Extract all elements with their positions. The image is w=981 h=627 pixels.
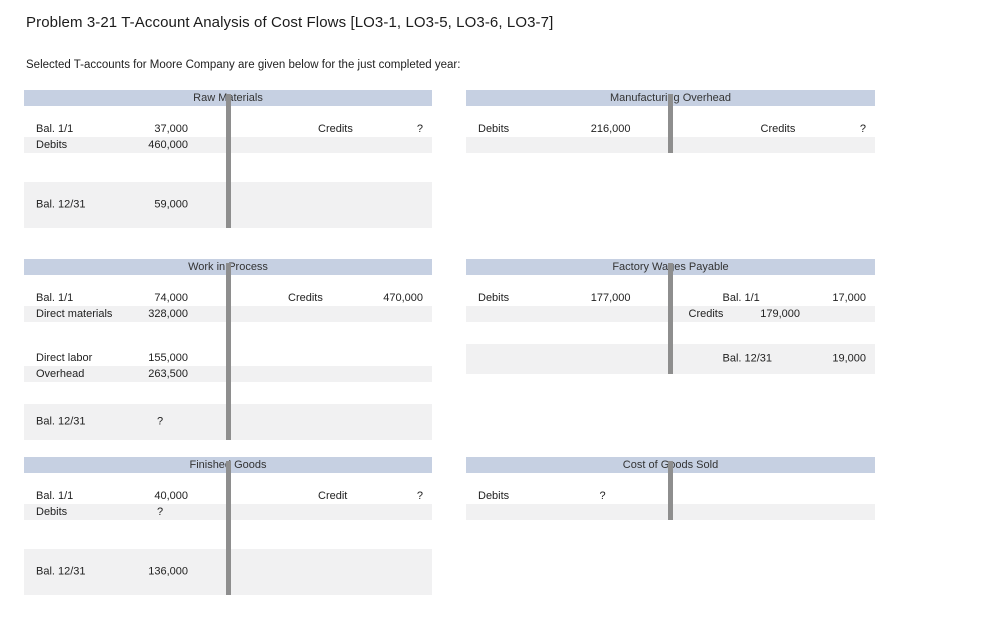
- balance-amount: 136,000: [148, 565, 188, 578]
- entry-amount: ?: [156, 506, 164, 518]
- entry-label: Debits: [478, 123, 510, 135]
- entry-amount: 177,000: [590, 292, 631, 304]
- balance-label: Bal. 12/31: [722, 352, 773, 365]
- taccount-factory-wages-payable: Factory Wages Payable Debits 177,000 Bal…: [466, 259, 875, 374]
- entry-amount: ?: [859, 123, 866, 135]
- entry-label: Credits: [760, 123, 796, 135]
- t-divider-line: [225, 263, 231, 440]
- entry-amount: 263,500: [148, 368, 188, 380]
- entry-amount: 328,000: [148, 308, 188, 320]
- entry-label: Debits: [478, 292, 510, 304]
- entry-amount: 17,000: [832, 292, 866, 304]
- entry-label: Debits: [478, 490, 510, 502]
- balance-label: Bal. 12/31: [36, 198, 86, 211]
- entry-amount: 470,000: [383, 292, 423, 304]
- entry-amount: 216,000: [590, 123, 631, 135]
- taccount-manufacturing-overhead: Manufacturing Overhead Debits 216,000 Cr…: [466, 90, 875, 153]
- taccount-raw-materials: Raw Materials Bal. 1/1 37,000 Credits ? …: [24, 90, 432, 228]
- t-divider-line: [668, 94, 673, 153]
- entry-label: Bal. 1/1: [36, 123, 74, 135]
- balance-amount: ?: [156, 415, 164, 428]
- taccount-cost-of-goods-sold: Cost of Goods Sold Debits ?: [466, 457, 875, 520]
- entry-label: Bal. 1/1: [722, 292, 760, 304]
- balance-amount: 59,000: [154, 198, 188, 211]
- balance-amount: 19,000: [832, 352, 866, 365]
- entry-amount: 460,000: [148, 139, 188, 151]
- balance-label: Bal. 12/31: [36, 565, 86, 578]
- problem-subtitle: Selected T-accounts for Moore Company ar…: [26, 59, 461, 71]
- entry-label: Direct materials: [36, 308, 113, 320]
- entry-amount: 74,000: [154, 292, 188, 304]
- t-divider-line: [668, 461, 673, 520]
- problem-title: Problem 3-21 T-Account Analysis of Cost …: [26, 14, 554, 31]
- entry-label: Bal. 1/1: [36, 490, 74, 502]
- taccount-finished-goods: Finished Goods Bal. 1/1 40,000 Credit ? …: [24, 457, 432, 595]
- taccount-work-in-process: Work in Process Bal. 1/1 74,000 Credits …: [24, 259, 432, 440]
- entry-label: Debits: [36, 139, 68, 151]
- entry-amount: ?: [416, 123, 423, 135]
- entry-label: Overhead: [36, 368, 85, 380]
- entry-amount: ?: [599, 490, 606, 502]
- entry-label: Credits: [288, 292, 323, 304]
- entry-label: Direct labor: [36, 352, 93, 364]
- balance-label: Bal. 12/31: [36, 415, 86, 428]
- t-divider-line: [225, 94, 231, 228]
- entry-amount: 179,000: [760, 308, 800, 320]
- entry-label: Credit: [318, 490, 348, 502]
- entry-label: Credits: [688, 308, 724, 320]
- t-divider-line: [668, 263, 673, 374]
- entry-label: Credits: [318, 123, 353, 135]
- t-divider-line: [225, 461, 231, 595]
- entry-label: Debits: [36, 506, 68, 518]
- entry-amount: 155,000: [148, 352, 188, 364]
- entry-amount: 40,000: [154, 490, 188, 502]
- entry-label: Bal. 1/1: [36, 292, 74, 304]
- entry-amount: 37,000: [154, 123, 188, 135]
- entry-amount: ?: [416, 490, 423, 502]
